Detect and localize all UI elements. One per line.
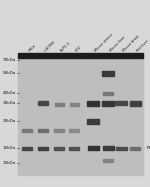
Bar — [116, 146, 126, 149]
Bar — [38, 128, 48, 131]
Text: BcPC-3: BcPC-3 — [60, 41, 72, 53]
Text: 35kDa: 35kDa — [3, 101, 16, 105]
Bar — [103, 91, 113, 94]
Bar — [18, 55, 143, 175]
Bar — [87, 119, 99, 123]
Text: LO2: LO2 — [75, 45, 83, 53]
Text: 70kDa: 70kDa — [3, 58, 16, 62]
Bar — [38, 146, 48, 149]
Bar — [69, 102, 78, 105]
Text: Rat liver: Rat liver — [136, 39, 150, 53]
Bar — [54, 146, 64, 149]
Bar — [38, 101, 48, 105]
Bar — [69, 146, 79, 149]
Text: Mouse liver: Mouse liver — [109, 36, 126, 53]
Bar — [130, 146, 140, 149]
Bar — [103, 159, 113, 162]
Bar — [22, 128, 32, 131]
Bar — [69, 128, 79, 131]
Bar — [87, 146, 99, 150]
Text: Mouse brain: Mouse brain — [122, 34, 141, 53]
Text: Mouse uterus: Mouse uterus — [94, 33, 114, 53]
Text: U-87MG: U-87MG — [44, 40, 57, 53]
Bar — [87, 100, 99, 105]
Bar — [102, 100, 114, 105]
Text: 25kDa: 25kDa — [3, 119, 16, 123]
Bar — [102, 146, 114, 150]
Text: 10kDa: 10kDa — [3, 161, 16, 165]
Bar — [102, 70, 114, 76]
Bar — [18, 53, 143, 58]
Text: 55kDa: 55kDa — [3, 71, 16, 75]
Text: HeLa: HeLa — [28, 44, 37, 53]
Text: 15kDa: 15kDa — [3, 146, 16, 150]
Bar — [54, 128, 64, 131]
Bar — [54, 102, 63, 105]
Bar — [129, 100, 141, 105]
Bar — [22, 146, 32, 149]
Text: RPS13: RPS13 — [144, 146, 150, 150]
Text: 40kDa: 40kDa — [3, 91, 16, 95]
Bar — [115, 101, 127, 105]
